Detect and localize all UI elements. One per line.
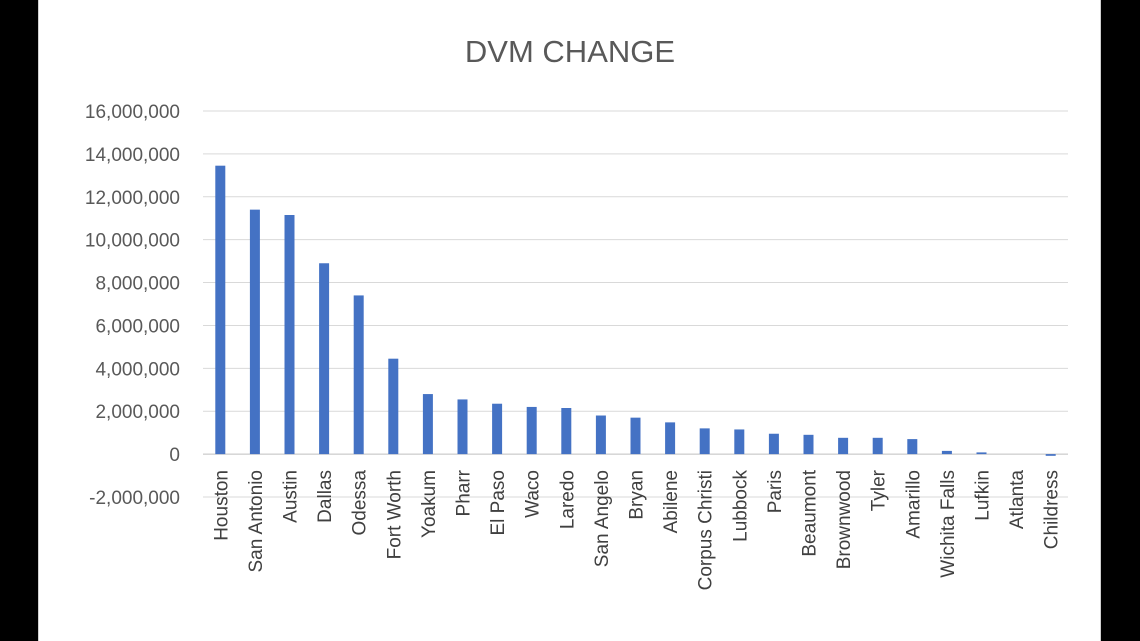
x-tick-label: Odessa	[350, 470, 371, 536]
bar	[1045, 454, 1056, 456]
bar	[838, 437, 849, 455]
bar	[457, 399, 468, 455]
gridlines	[203, 110, 1068, 498]
x-tick-label: Waco	[523, 470, 544, 518]
bar	[872, 437, 883, 455]
x-tick-label: Pharr	[454, 469, 475, 516]
y-axis-tick-labels: 16,000,000 14,000,000 12,000,000 10,000,000…	[85, 102, 180, 509]
bar	[422, 394, 433, 455]
x-tick-label: Beaumont	[800, 469, 821, 556]
x-tick-label: Paris	[765, 470, 786, 513]
y-tick-label: 0	[169, 445, 180, 466]
x-tick-label: Abilene	[661, 470, 682, 533]
x-tick-label: Amarillo	[903, 470, 924, 539]
bar	[319, 263, 330, 455]
y-tick-label: 2,000,000	[95, 402, 180, 423]
chart-title: DVM CHANGE	[465, 34, 675, 69]
chart-frame	[38, 0, 1101, 641]
bar	[665, 422, 676, 455]
bar	[699, 428, 710, 455]
x-tick-label: Lubbock	[730, 470, 751, 542]
bar	[284, 215, 295, 455]
bar	[803, 434, 814, 455]
y-tick-label: 10,000,000	[85, 231, 180, 252]
x-tick-label: El Paso	[488, 470, 509, 535]
y-tick-label: 6,000,000	[95, 316, 180, 337]
bar	[561, 408, 572, 455]
bar	[353, 295, 364, 455]
x-tick-label: Corpus Christi	[696, 470, 717, 590]
bar	[215, 165, 226, 455]
y-tick-label: 4,000,000	[95, 359, 180, 380]
bar	[768, 433, 779, 455]
x-tick-label: San Antonio	[246, 470, 267, 572]
bar	[595, 415, 606, 455]
x-tick-label: Austin	[281, 470, 302, 523]
x-tick-label: Brownwood	[834, 470, 855, 569]
bars	[215, 165, 1056, 456]
bar	[630, 417, 641, 455]
x-tick-label: Fort Worth	[384, 470, 405, 559]
bar	[388, 358, 399, 455]
x-tick-label: Atlanta	[1007, 470, 1028, 530]
x-tick-label: Bryan	[627, 470, 648, 520]
x-tick-label: San Angelo	[592, 470, 613, 567]
x-tick-label: Tyler	[869, 469, 890, 511]
bar	[734, 429, 745, 455]
bar	[526, 406, 537, 455]
x-tick-label: Yoakum	[419, 470, 440, 538]
y-tick-label: 14,000,000	[85, 145, 180, 166]
bar	[976, 452, 987, 455]
y-tick-label: -2,000,000	[89, 488, 180, 509]
bar	[907, 439, 918, 455]
x-tick-label: Houston	[211, 470, 232, 541]
x-tick-label: Wichita Falls	[938, 470, 959, 578]
x-tick-label: Laredo	[557, 470, 578, 529]
x-tick-label: Lufkin	[973, 470, 994, 521]
x-tick-label: Dallas	[315, 470, 336, 523]
y-tick-label: 16,000,000	[85, 102, 180, 123]
bar	[249, 209, 260, 455]
y-tick-label: 8,000,000	[95, 274, 180, 295]
bar	[941, 450, 952, 455]
bar	[492, 403, 503, 455]
x-tick-label: Childress	[1042, 470, 1063, 549]
y-tick-label: 12,000,000	[85, 188, 180, 209]
x-axis-tick-labels: Houston San Antonio Austin Dallas Odessa Fort…	[211, 469, 1062, 590]
